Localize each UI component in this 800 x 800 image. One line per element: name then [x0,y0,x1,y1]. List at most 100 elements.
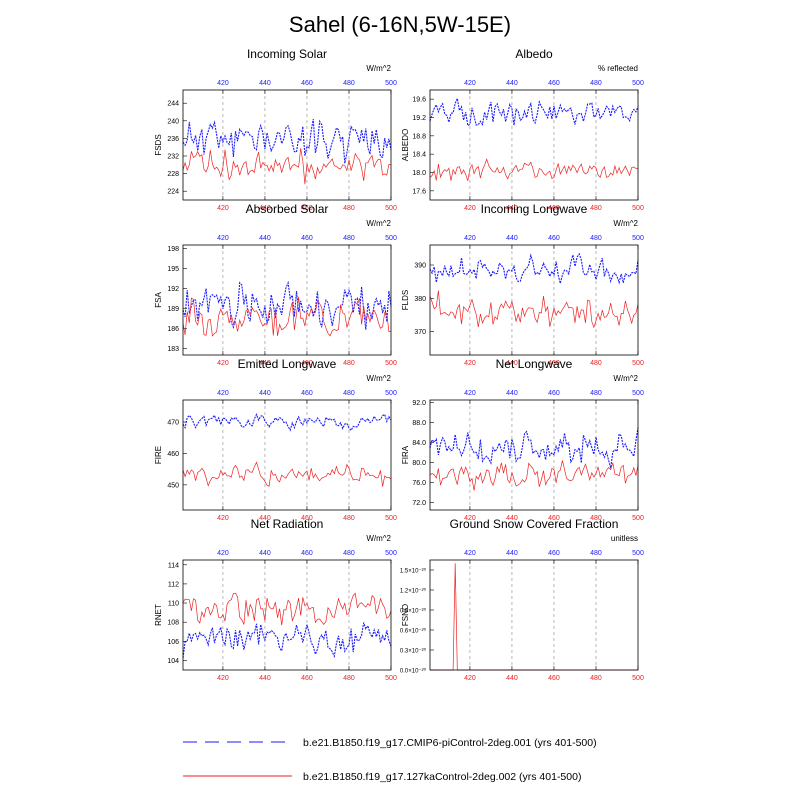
xtick-label-top: 460 [548,80,560,87]
ytick-label: 183 [167,346,179,353]
xtick-label-top: 480 [590,390,602,397]
xtick-label-bottom: 440 [506,360,518,367]
xtick-label-bottom: 500 [385,360,397,367]
ytick-label: 80.0 [412,460,426,467]
ytick-label: 76.0 [412,480,426,487]
ytick-label: 370 [414,329,426,336]
series-line-picontrol-fsa [182,280,392,330]
xtick-label-top: 500 [385,550,397,557]
panel-title-rnet: Net Radiation [251,517,324,531]
xtick-label-top: 420 [217,80,229,87]
ytick-label: 72.0 [412,500,426,507]
ylabel-fira: FIRA [401,445,410,464]
series-line-127ka-rnet [182,592,392,626]
panel-frame-fira [429,399,639,511]
xtick-label-bottom: 440 [259,675,271,682]
xtick-label-top: 440 [259,80,271,87]
panel-frame-fsno [429,559,639,671]
panel-title-fire: Emitted Longwave [238,357,337,371]
ytick-label: 18.4 [412,152,426,159]
xtick-label-top: 460 [548,550,560,557]
ylabel-fire: FIRE [154,446,163,464]
xtick-label-bottom: 420 [217,205,229,212]
xtick-label-bottom: 460 [548,360,560,367]
ylabel-albedo: ALBEDO [401,129,410,161]
xtick-label-top: 500 [385,235,397,242]
xtick-label-bottom: 500 [385,205,397,212]
legend: b.e21.B1850.f19_g17.CMIP6-piControl-2deg… [183,737,597,783]
ytick-label: 88.0 [412,420,426,427]
panel-fsno: Ground Snow Covered Fraction unitless FSNO… [400,517,644,682]
ytick-label: 470 [167,420,179,427]
ylabel-fsa: FSA [154,292,163,308]
panel-units-albedo: % reflected [598,64,638,73]
xtick-label-top: 440 [506,550,518,557]
panel-title-albedo: Albedo [515,47,553,61]
ytick-label: 84.0 [412,440,426,447]
ytick-label: 186 [167,326,179,333]
xtick-label-bottom: 420 [217,360,229,367]
series-line-127ka-fire [182,461,392,487]
xtick-label-bottom: 460 [301,675,313,682]
ytick-label: 1.5×10⁻²⁰ [400,568,427,575]
ytick-label: 450 [167,482,179,489]
ytick-label: 189 [167,306,179,313]
xtick-label-top: 500 [385,390,397,397]
xtick-label-top: 420 [464,390,476,397]
series-line-picontrol-fsds [182,118,392,164]
xtick-label-bottom: 460 [301,205,313,212]
ytick-label: 108 [167,620,179,627]
series-line-picontrol-rnet [182,622,392,659]
xtick-label-bottom: 460 [548,675,560,682]
xtick-label-bottom: 500 [632,515,644,522]
ytick-label: 18.8 [412,133,426,140]
series-line-127ka-fsno [430,563,638,671]
ylabel-fsno: FSNO [401,604,410,626]
xtick-label-top: 460 [548,235,560,242]
ylabel-rnet: RNET [154,604,163,626]
series-line-127ka-albedo [429,157,639,181]
ytick-label: 19.2 [412,115,426,122]
ytick-label: 19.6 [412,97,426,104]
panel-frame-albedo [429,89,639,201]
panel-fsds: Incoming Solar W/m^2 FSDS 420 420 440 440 460 46… [154,47,397,212]
xtick-label-top: 420 [464,235,476,242]
xtick-label-top: 460 [301,235,313,242]
xtick-label-bottom: 440 [259,515,271,522]
panel-albedo: Albedo % reflected ALBEDO 420 420 440 440 460 46… [401,47,644,212]
ytick-label: 232 [167,154,179,161]
panel-frame-fire [182,399,392,511]
xtick-label-top: 500 [632,235,644,242]
ytick-label: 106 [167,639,179,646]
xtick-label-top: 440 [506,390,518,397]
xtick-label-bottom: 500 [385,675,397,682]
xtick-label-bottom: 440 [259,205,271,212]
series-line-127ka-fira [429,460,639,491]
xtick-label-bottom: 460 [301,360,313,367]
xtick-label-top: 420 [217,550,229,557]
series-line-picontrol-flds [429,252,639,285]
ytick-label: 0.0×10⁻²⁰ [400,668,427,675]
xtick-label-top: 460 [548,390,560,397]
xtick-label-bottom: 460 [548,515,560,522]
xtick-label-top: 440 [259,235,271,242]
xtick-label-bottom: 420 [464,360,476,367]
xtick-label-bottom: 420 [464,515,476,522]
xtick-label-bottom: 440 [259,360,271,367]
xtick-label-bottom: 480 [343,515,355,522]
ytick-label: 114 [168,562,179,569]
series-line-127ka-flds [429,290,639,329]
ytick-label: 224 [167,189,179,196]
xtick-label-top: 480 [590,235,602,242]
panel-title-fsa: Absorbed Solar [246,202,329,216]
panel-units-fsa: W/m^2 [366,219,391,228]
panel-units-rnet: W/m^2 [366,534,391,543]
xtick-label-bottom: 440 [506,515,518,522]
xtick-label-bottom: 460 [301,515,313,522]
xtick-label-top: 500 [632,390,644,397]
xtick-label-top: 480 [343,390,355,397]
ytick-label: 1.2×10⁻²⁰ [400,588,427,595]
series-line-picontrol-albedo [429,96,639,127]
xtick-label-top: 420 [217,235,229,242]
